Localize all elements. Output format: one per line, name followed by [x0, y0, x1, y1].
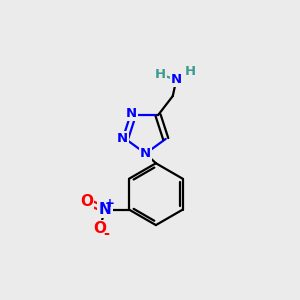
Text: +: + — [105, 196, 115, 210]
Text: N: N — [99, 202, 111, 217]
Text: -: - — [103, 226, 109, 241]
Text: N: N — [116, 132, 128, 146]
Text: H: H — [155, 68, 166, 81]
Text: N: N — [126, 107, 137, 120]
Text: H: H — [184, 65, 195, 78]
Text: N: N — [140, 147, 151, 160]
Text: N: N — [171, 73, 182, 86]
Text: O: O — [80, 194, 93, 209]
Text: O: O — [93, 221, 106, 236]
